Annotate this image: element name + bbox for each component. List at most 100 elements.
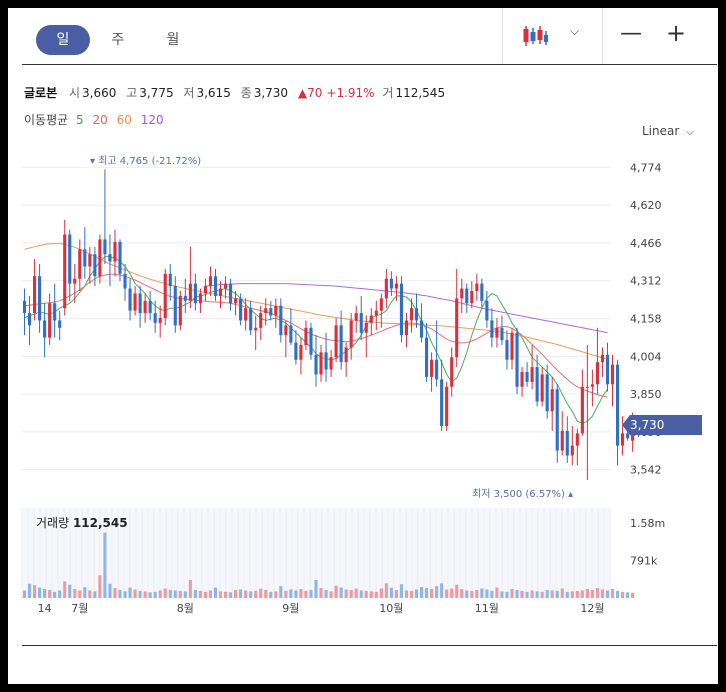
- volume-bar: [455, 584, 459, 598]
- price-chart[interactable]: 4,7744,6204,4664,3124,1584,0043,8503,696…: [8, 148, 718, 628]
- close-label: 종: [240, 86, 252, 100]
- candle-body: [118, 241, 122, 274]
- volume-bar: [520, 590, 524, 598]
- volume-tick-label: 1.58m: [630, 517, 665, 530]
- chevron-down-icon[interactable]: ⌵: [570, 24, 580, 38]
- candle-body: [615, 364, 620, 446]
- volume-bar: [555, 590, 559, 598]
- volume-bar: [229, 592, 233, 598]
- candle-body: [294, 342, 298, 360]
- toolbar: ⌵ — +: [502, 8, 718, 63]
- candle-body: [565, 430, 569, 456]
- candle-body: [364, 322, 368, 333]
- candle-body: [68, 234, 72, 284]
- volume-bar: [208, 590, 213, 598]
- volume-bar: [269, 591, 273, 598]
- candle-body: [470, 291, 474, 304]
- volume-bar: [259, 588, 263, 598]
- volume-bar: [309, 589, 313, 598]
- candle-body: [359, 313, 363, 333]
- candle-body: [384, 278, 388, 299]
- candle-body: [138, 293, 142, 314]
- candle-body: [455, 298, 459, 358]
- price-tick-label: 4,774: [630, 161, 662, 174]
- volume-bar: [565, 591, 569, 598]
- volume-bar: [234, 589, 238, 598]
- volume-bar: [68, 584, 72, 598]
- candle-body: [22, 300, 27, 314]
- ma-60-legend[interactable]: 60: [116, 113, 132, 127]
- volume-bar: [475, 589, 479, 598]
- low-value: 3,615: [196, 86, 231, 100]
- tab-day[interactable]: 일: [36, 25, 90, 55]
- volume-bar: [274, 591, 278, 598]
- candle-body: [525, 372, 529, 382]
- stock-name: 글로본: [24, 86, 58, 100]
- tab-month[interactable]: 월: [166, 32, 180, 48]
- x-tick-label: 10월: [379, 602, 403, 615]
- volume-bar: [354, 588, 358, 598]
- volume-bar: [419, 587, 424, 598]
- divider: [22, 64, 717, 65]
- candle-body: [575, 433, 579, 446]
- price-tick-label: 4,004: [630, 350, 662, 363]
- candle-body: [495, 327, 499, 338]
- candlestick-icon[interactable]: [522, 25, 548, 47]
- volume-bar: [294, 590, 298, 598]
- volume-bar: [590, 589, 594, 598]
- scale-toggle[interactable]: Linear ⌵: [642, 124, 694, 138]
- volume-bar: [344, 589, 348, 598]
- volume-bar: [329, 591, 333, 598]
- candle-body: [158, 318, 162, 323]
- candle-body: [183, 295, 187, 301]
- volume-bar: [178, 590, 182, 598]
- candle-body: [153, 313, 157, 323]
- zoom-in-icon[interactable]: +: [666, 19, 687, 47]
- ma-20-legend[interactable]: 20: [92, 113, 108, 127]
- candle-body: [223, 283, 228, 289]
- candle-body: [419, 320, 424, 338]
- candle-body: [354, 313, 358, 321]
- volume-bar: [600, 589, 605, 598]
- volume-bar: [530, 590, 534, 598]
- volume-bar: [123, 591, 127, 598]
- ma-120-legend[interactable]: 120: [140, 113, 164, 127]
- ma-5-legend[interactable]: 5: [76, 113, 84, 127]
- candle-body: [540, 374, 544, 402]
- high-label: 고: [126, 86, 138, 100]
- price-tick-label: 3,542: [630, 464, 662, 477]
- volume-bar: [359, 590, 363, 598]
- volume-bar: [188, 580, 192, 598]
- candle-body: [485, 300, 489, 321]
- candle-body: [510, 332, 514, 360]
- price-tick-label: 4,466: [630, 237, 662, 250]
- change-value: ▲70: [297, 86, 323, 100]
- volume-bar: [73, 589, 77, 598]
- open-label: 시: [68, 86, 80, 100]
- candle-body: [148, 300, 152, 314]
- candle-body: [626, 433, 630, 439]
- zoom-out-icon[interactable]: —: [620, 21, 642, 46]
- volume-bar: [445, 589, 449, 598]
- candle-body: [530, 367, 534, 382]
- volume-bar: [254, 590, 258, 598]
- volume-bar: [515, 589, 519, 598]
- candle-body: [580, 386, 584, 434]
- price-tick-label: 4,312: [630, 275, 662, 288]
- volume-bar: [108, 583, 112, 598]
- volume-bar: [435, 586, 439, 598]
- tab-week[interactable]: 주: [111, 32, 125, 48]
- volume-bar: [88, 590, 92, 598]
- candle-body: [500, 327, 504, 341]
- volume-bar: [324, 589, 328, 598]
- volume-bar: [364, 590, 368, 598]
- volume-bar: [218, 591, 223, 598]
- volume-bar: [244, 590, 248, 598]
- volume-bar: [284, 590, 288, 598]
- candle-body: [188, 283, 192, 301]
- candle-body: [610, 364, 615, 385]
- candle-body: [621, 433, 625, 446]
- candle-body: [163, 273, 167, 318]
- volume-bar: [289, 589, 293, 598]
- x-tick-label: 7월: [71, 602, 88, 615]
